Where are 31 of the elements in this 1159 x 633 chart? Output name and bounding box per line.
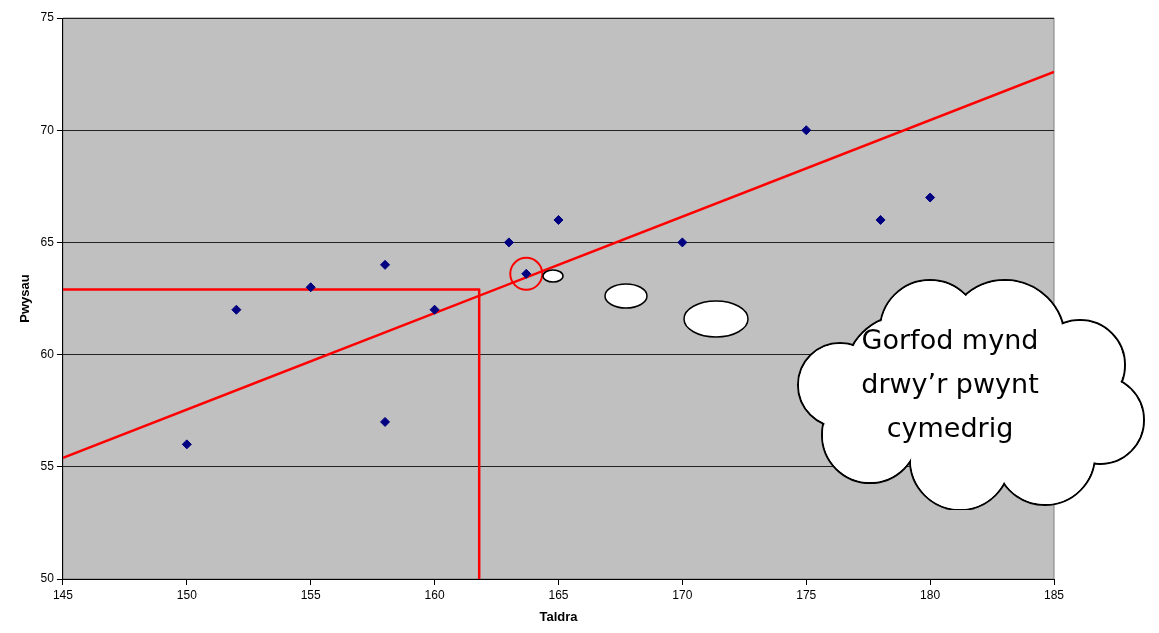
x-tick-label: 170 <box>672 587 693 602</box>
point <box>503 237 514 248</box>
point <box>553 214 564 225</box>
point <box>429 304 440 315</box>
point <box>380 259 391 270</box>
point <box>875 214 886 225</box>
x-tick-label: 175 <box>796 587 817 602</box>
point <box>181 439 192 450</box>
y-tick-label: 70 <box>40 122 55 137</box>
x-tick-label: 160 <box>424 587 445 602</box>
point <box>925 192 936 203</box>
point <box>305 282 316 293</box>
point <box>380 416 391 427</box>
y-tick-label: 50 <box>40 571 55 586</box>
point <box>509 256 544 291</box>
x-tick-label: 145 <box>52 587 74 602</box>
annotation: Gorfod mynd drwy’r pwynt cymedrig <box>860 323 1040 445</box>
x-tick-label: 165 <box>548 587 569 602</box>
x-tick-label: 155 <box>300 587 322 602</box>
point <box>231 304 242 315</box>
y-tick-label: 55 <box>40 459 55 474</box>
y-tick-label: 60 <box>40 346 55 361</box>
x-tick-label: 180 <box>920 587 941 602</box>
point <box>677 237 688 248</box>
point <box>801 125 812 136</box>
x-tick-label: 150 <box>176 587 198 602</box>
x-tick-label: 185 <box>1043 587 1065 602</box>
x-axis-title: Taldra <box>539 608 579 624</box>
y-tick-label: 75 <box>40 10 55 25</box>
y-tick-label: 65 <box>40 234 55 249</box>
y-axis-title: Pwysau <box>17 274 33 323</box>
